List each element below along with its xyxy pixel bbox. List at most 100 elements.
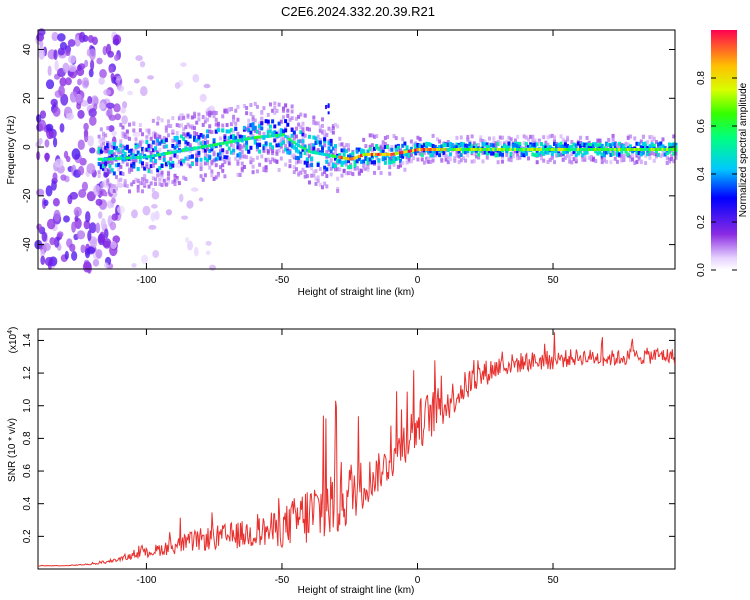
heatmap-cell xyxy=(381,152,385,156)
heatmap-cell xyxy=(98,211,103,219)
heatmap-cell xyxy=(262,146,266,151)
heatmap-cell xyxy=(268,102,272,107)
heatmap-cell xyxy=(498,135,502,140)
heatmap-cell xyxy=(381,157,385,162)
heatmap-cell xyxy=(544,143,548,148)
heatmap-cell xyxy=(409,139,413,144)
heatmap-cell xyxy=(327,146,331,151)
heatmap-cell xyxy=(429,153,433,158)
heatmap-cell xyxy=(173,153,177,158)
heatmap-cell xyxy=(201,148,205,153)
heatmap-cell xyxy=(412,156,416,161)
heatmap-cell xyxy=(535,148,539,151)
heatmap-cell xyxy=(101,146,105,151)
heatmap-cell xyxy=(503,148,507,151)
heatmap-cell xyxy=(310,166,314,171)
heatmap-cell xyxy=(219,156,223,161)
heatmap-cell xyxy=(674,148,678,151)
heatmap-cell xyxy=(563,149,567,154)
heatmap-cell xyxy=(242,154,246,159)
heatmap-cell xyxy=(98,102,106,110)
heatmap-cell xyxy=(375,145,379,150)
heatmap-cell xyxy=(225,129,229,134)
heatmap-cell xyxy=(559,144,563,149)
heatmap-cell xyxy=(136,143,140,148)
heatmap-cell xyxy=(182,115,186,120)
heatmap-cell xyxy=(429,148,433,151)
heatmap-cell xyxy=(255,104,259,109)
heatmap-cell xyxy=(245,146,249,151)
heatmap-cell xyxy=(494,153,498,158)
heatmap-cell xyxy=(360,150,364,155)
heatmap-cell xyxy=(496,160,500,165)
heatmap-cell xyxy=(229,107,233,112)
heatmap-cell xyxy=(184,156,188,161)
heatmap-cell xyxy=(132,162,136,167)
heatmap-cell xyxy=(516,148,520,151)
heatmap-cell xyxy=(158,141,162,146)
heatmap-cell xyxy=(288,159,292,164)
heatmap-cell xyxy=(71,251,78,261)
heatmap-cell xyxy=(648,151,652,156)
heatmap-cell xyxy=(396,151,400,155)
heatmap-cell xyxy=(334,156,338,161)
heatmap-cell xyxy=(240,154,244,159)
heatmap-cell xyxy=(103,89,112,96)
heatmap-cell xyxy=(485,155,489,160)
heatmap-cell xyxy=(188,134,192,139)
heatmap-cell xyxy=(446,140,450,145)
heatmap-cell xyxy=(648,135,652,140)
heatmap-cell xyxy=(180,62,187,67)
heatmap-cell xyxy=(92,259,100,267)
heatmap-cell xyxy=(127,169,131,174)
heatmap-cell xyxy=(99,190,103,195)
heatmap-cell xyxy=(249,136,253,140)
heatmap-cell xyxy=(165,209,173,216)
heatmap-cell xyxy=(121,125,125,130)
heatmap-cell xyxy=(370,152,374,156)
heatmap-cell xyxy=(203,152,207,157)
heatmap-cell xyxy=(620,154,624,159)
heatmap-cell xyxy=(158,153,162,157)
heatmap-cell xyxy=(544,150,548,155)
heatmap-cell xyxy=(229,122,233,127)
heatmap-cell xyxy=(40,248,45,258)
heatmap-cell xyxy=(273,134,277,138)
heatmap-cell xyxy=(563,139,567,144)
heatmap-cell xyxy=(150,212,156,222)
heatmap-cell xyxy=(448,152,452,157)
heatmap-cell xyxy=(132,164,136,169)
heatmap-cell xyxy=(182,158,186,163)
heatmap-cell xyxy=(418,151,422,156)
heatmap-cell xyxy=(236,159,240,164)
heatmap-cell xyxy=(162,139,166,144)
heatmap-cell xyxy=(236,131,240,136)
heatmap-cell xyxy=(251,115,255,120)
heatmap-cell xyxy=(574,153,578,158)
heatmap-cell xyxy=(171,143,175,148)
heatmap-cell xyxy=(136,179,140,184)
y-tick-label: 0.2 xyxy=(22,529,33,543)
heatmap-cell xyxy=(351,157,355,161)
heatmap-cell xyxy=(353,160,357,165)
heatmap-cell xyxy=(113,103,121,113)
heatmap-cell xyxy=(143,177,147,182)
heatmap-cell xyxy=(312,151,316,155)
heatmap-cell xyxy=(659,148,663,151)
heatmap-cell xyxy=(446,160,450,165)
heatmap-cell xyxy=(511,154,515,159)
heatmap-cell xyxy=(654,140,658,145)
heatmap-cell xyxy=(258,126,262,131)
heatmap-cell xyxy=(149,154,153,158)
heatmap-cell xyxy=(141,164,145,169)
heatmap-cell xyxy=(114,163,118,168)
heatmap-cell xyxy=(125,183,129,188)
heatmap-cell xyxy=(386,145,390,150)
chart-title: C2E6.2024.332.20.39.R21 xyxy=(281,4,435,19)
heatmap-cell xyxy=(327,103,330,107)
heatmap-cell xyxy=(214,143,218,147)
heatmap-cell xyxy=(286,136,290,140)
heatmap-cell xyxy=(234,139,238,143)
heatmap-cell xyxy=(195,153,199,158)
heatmap-cell xyxy=(323,165,327,170)
